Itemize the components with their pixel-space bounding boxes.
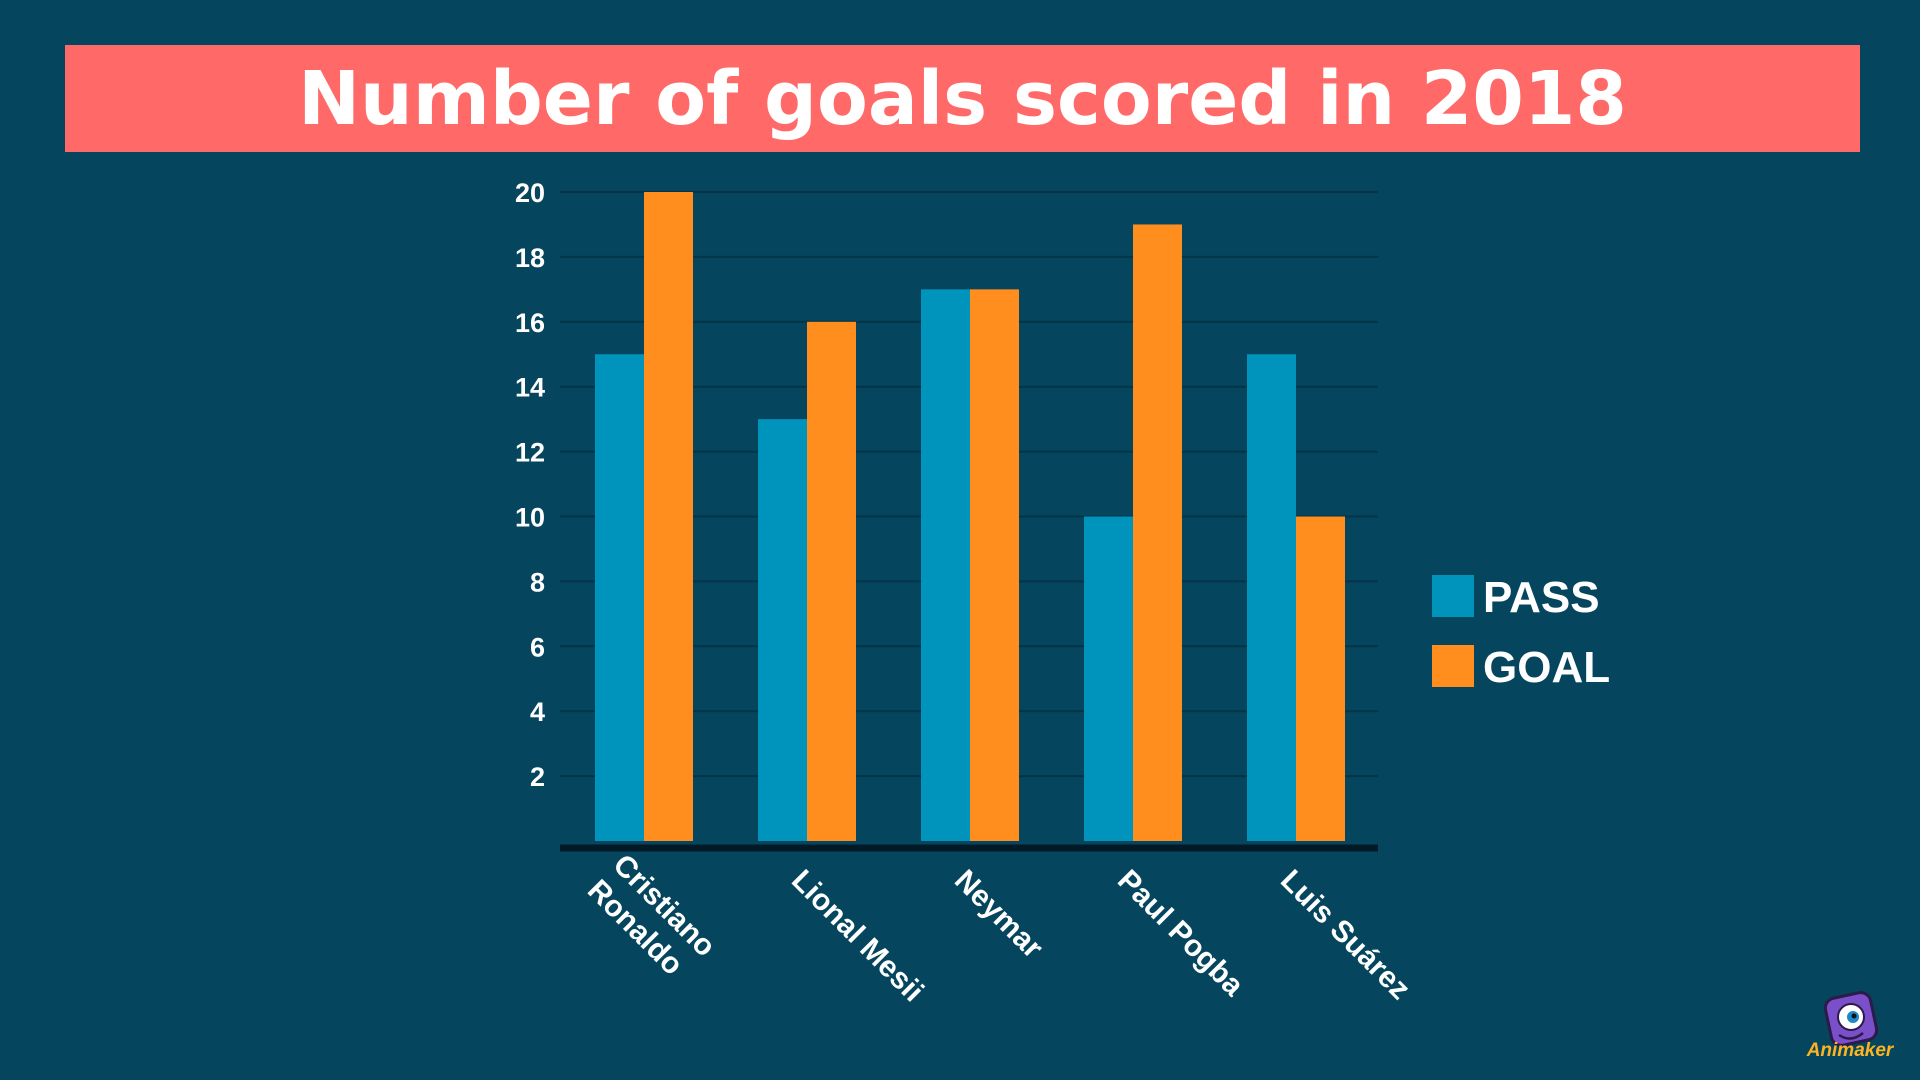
- y-tick-label: 8: [530, 567, 545, 597]
- bar-pass-3: [1084, 516, 1133, 841]
- bar-goal-3: [1133, 224, 1182, 841]
- title-banner: Number of goals scored in 2018: [65, 45, 1860, 152]
- y-tick-label: 6: [530, 632, 545, 662]
- legend-swatch-pass: [1432, 575, 1474, 617]
- bar-pass-0: [595, 354, 644, 841]
- legend-label-goal: GOAL: [1483, 643, 1610, 692]
- animaker-mascot-icon: [1823, 991, 1879, 1047]
- bar-pass-1: [758, 419, 807, 841]
- y-tick-label: 18: [515, 243, 545, 273]
- x-category-label: Paul Pogba: [1111, 864, 1250, 1003]
- x-category-label: CristianoRonaldo: [581, 848, 722, 989]
- bars: [595, 192, 1345, 842]
- animaker-logo-text: Animaker: [1806, 1040, 1894, 1061]
- y-tick-label: 4: [530, 697, 545, 727]
- x-category-label: Neymar: [948, 864, 1049, 965]
- legend-label-pass: PASS: [1483, 573, 1600, 622]
- bar-goal-1: [807, 321, 856, 841]
- bar-goal-2: [970, 289, 1019, 842]
- x-axis-labels: CristianoRonaldo Lional Mesii Neymar Paul P…: [581, 848, 1416, 1008]
- chart-title: Number of goals scored in 2018: [298, 55, 1627, 142]
- y-tick-label: 14: [515, 373, 545, 403]
- y-axis-ticks: 2 4 6 8 10 12 14 16 18 20: [515, 178, 545, 792]
- legend-swatch-goal: [1432, 645, 1474, 687]
- y-tick-label: 20: [515, 178, 545, 208]
- bar-pass-2: [921, 289, 970, 842]
- y-tick-label: 2: [530, 762, 545, 792]
- y-tick-label: 10: [515, 503, 545, 533]
- x-category-label: Lional Mesii: [785, 864, 930, 1009]
- y-tick-label: 16: [515, 308, 545, 338]
- bar-goal-4: [1296, 516, 1345, 841]
- y-tick-label: 12: [515, 438, 545, 468]
- bar-goal-0: [644, 192, 693, 841]
- bar-pass-4: [1247, 354, 1296, 841]
- x-category-label: Luis Suárez: [1274, 864, 1416, 1006]
- legend: PASS GOAL: [1432, 573, 1610, 692]
